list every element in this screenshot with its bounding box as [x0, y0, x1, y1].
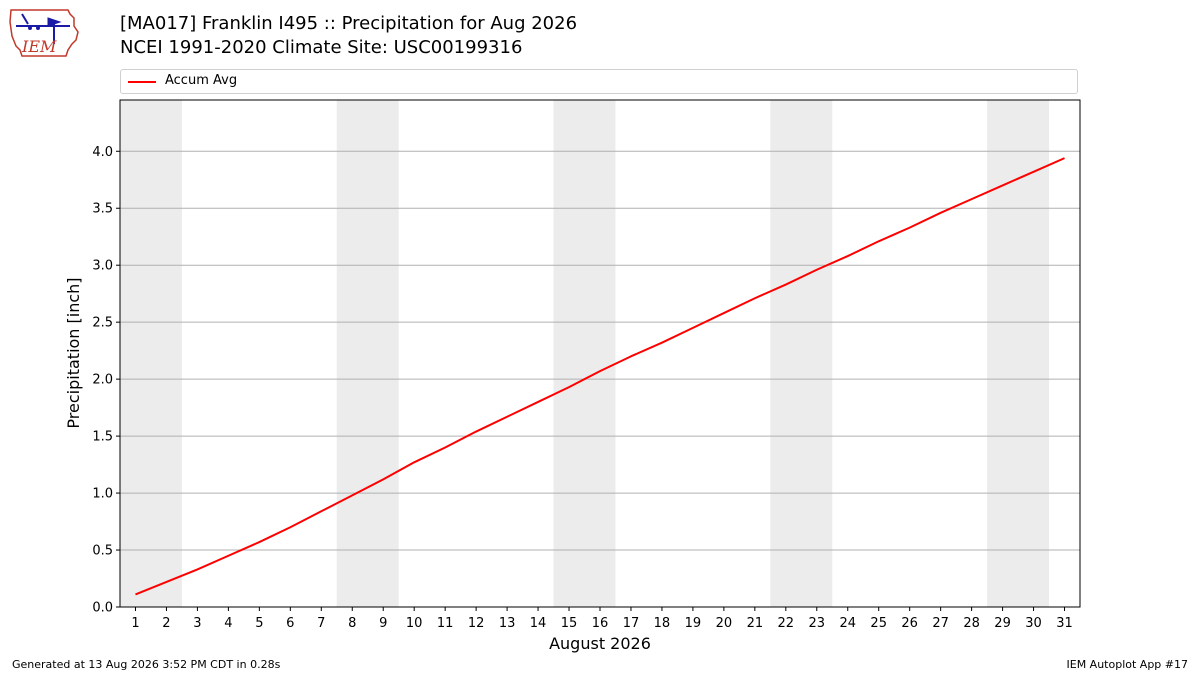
footer-app: IEM Autoplot App #17	[1066, 658, 1189, 671]
y-tick-label-1: 0.5	[92, 544, 113, 559]
x-tick-label-24: 25	[870, 616, 887, 631]
x-tick-label-8: 9	[379, 616, 387, 631]
x-tick-label-10: 11	[437, 616, 454, 631]
chart-title: [MA017] Franklin I495 :: Precipitation f…	[120, 13, 578, 34]
weekend-band-1	[336, 100, 399, 607]
weekend-band-3	[770, 100, 833, 607]
y-tick-label-3: 1.5	[92, 430, 113, 445]
x-tick-label-11: 12	[468, 616, 485, 631]
x-tick-label-7: 8	[348, 616, 356, 631]
legend-label-accum-avg: Accum Avg	[165, 73, 238, 88]
weather-station-icon	[16, 13, 70, 44]
x-tick-label-12: 13	[499, 616, 516, 631]
x-tick-label-25: 26	[901, 616, 918, 631]
x-tick-label-21: 22	[778, 616, 795, 631]
y-tick-label-2: 1.0	[92, 487, 113, 502]
x-tick-label-30: 31	[1056, 616, 1073, 631]
x-tick-label-27: 28	[963, 616, 980, 631]
x-tick-label-19: 20	[716, 616, 733, 631]
x-axis-label: August 2026	[549, 634, 651, 653]
x-tick-label-6: 7	[317, 616, 325, 631]
weekend-band-2	[553, 100, 616, 607]
x-tick-label-16: 17	[623, 616, 640, 631]
x-tick-label-14: 15	[561, 616, 578, 631]
y-tick-label-0: 0.0	[92, 601, 113, 616]
footer-generated: Generated at 13 Aug 2026 3:52 PM CDT in …	[12, 658, 281, 671]
y-tick-label-4: 2.0	[92, 373, 113, 388]
x-tick-label-2: 3	[193, 616, 201, 631]
x-tick-label-1: 2	[162, 616, 170, 631]
x-tick-label-22: 23	[809, 616, 826, 631]
x-tick-label-20: 21	[747, 616, 764, 631]
y-tick-label-6: 3.0	[92, 259, 113, 274]
weekend-shading	[120, 100, 1050, 607]
series-line-accum-avg	[135, 157, 1065, 596]
x-tick-label-18: 19	[685, 616, 702, 631]
legend-swatch-accum-avg	[128, 81, 156, 83]
iowa-state-outline	[9, 9, 79, 57]
x-tick-label-3: 4	[224, 616, 232, 631]
x-tick-label-15: 16	[592, 616, 609, 631]
y-tick-label-8: 4.0	[92, 145, 113, 160]
x-tick-label-5: 6	[286, 616, 294, 631]
y-axis-label: Precipitation [inch]	[64, 277, 83, 428]
x-tick-label-26: 27	[932, 616, 949, 631]
x-tick-label-0: 1	[131, 616, 139, 631]
y-tick-label-7: 3.5	[92, 202, 113, 217]
weekend-band-4	[987, 100, 1050, 607]
iem-logo: IEM	[9, 9, 79, 57]
logo-text: IEM	[21, 37, 57, 56]
x-tick-label-28: 29	[994, 616, 1011, 631]
x-tick-label-17: 18	[654, 616, 671, 631]
y-tick-label-5: 2.5	[92, 316, 113, 331]
axis-ticks: 0.00.51.01.52.02.53.03.54.01 2 3 4 5 6 7 8 9 10 11…	[92, 145, 1072, 631]
x-tick-label-13: 14	[530, 616, 547, 631]
x-tick-label-4: 5	[255, 616, 263, 631]
x-tick-label-9: 10	[406, 616, 423, 631]
legend: Accum Avg	[120, 69, 1078, 94]
x-tick-label-29: 30	[1025, 616, 1042, 631]
series-lines	[135, 157, 1065, 596]
weekend-band-0	[120, 100, 182, 607]
chart-subtitle: NCEI 1991-2020 Climate Site: USC00199316	[120, 37, 523, 58]
x-tick-label-23: 24	[839, 616, 856, 631]
